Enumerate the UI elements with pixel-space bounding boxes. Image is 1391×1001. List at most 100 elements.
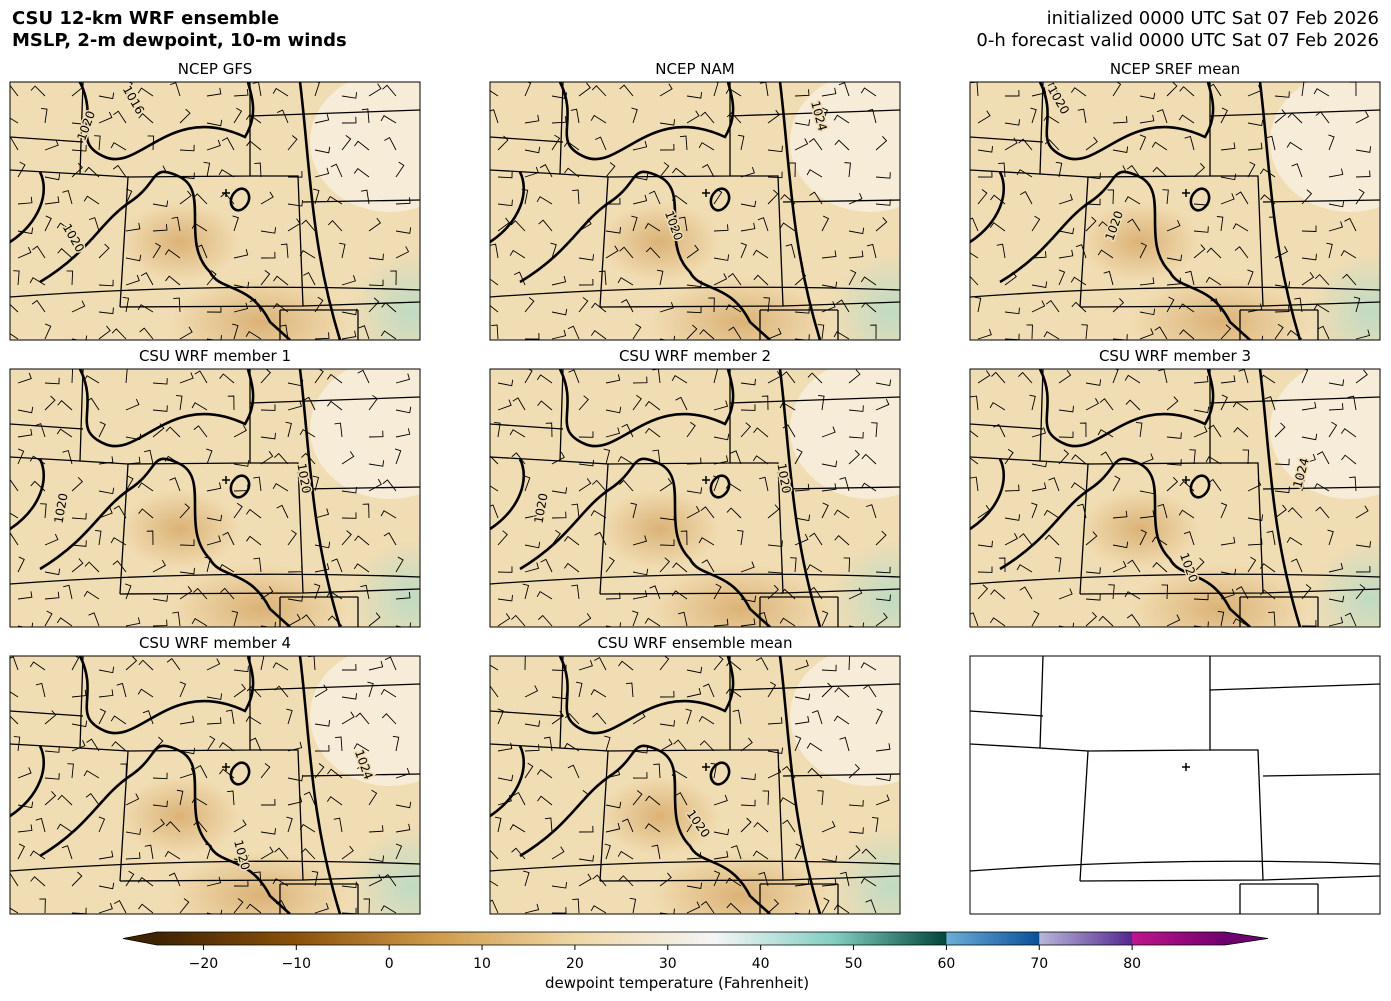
wind-barb — [686, 816, 696, 833]
wind-barb — [260, 270, 271, 286]
wind-barb — [875, 774, 892, 782]
wind-barb — [490, 304, 499, 313]
wind-barb — [848, 827, 864, 834]
wind-barb — [206, 693, 223, 700]
isobar — [1038, 369, 1215, 448]
wind-barb — [497, 135, 509, 151]
wind-barb — [246, 140, 262, 151]
wind-barb — [17, 428, 33, 438]
wind-barb — [125, 793, 140, 806]
wind-barb — [794, 693, 811, 701]
wind-barb — [368, 279, 384, 287]
shading — [310, 656, 420, 786]
wind-barb — [368, 217, 382, 232]
wind-barb — [358, 325, 370, 340]
panel-title: CSU WRF member 3 — [1099, 347, 1251, 365]
isobar — [229, 187, 251, 212]
shading — [830, 252, 900, 340]
wind-barb — [1178, 509, 1195, 519]
wind-barb — [260, 763, 271, 779]
wind-barb — [1220, 536, 1236, 546]
wind-barb — [564, 167, 580, 178]
wind-barb — [1097, 429, 1114, 438]
wind-barb — [1139, 453, 1154, 465]
wind-barb — [767, 766, 782, 779]
wind-barb — [233, 880, 249, 887]
wind-barb — [551, 134, 561, 151]
wind-barb — [44, 773, 60, 780]
wind-barb — [767, 540, 783, 547]
wind-barb — [1076, 503, 1087, 519]
state-border — [1262, 199, 1380, 203]
wind-barb — [354, 140, 370, 151]
wind-barb — [314, 113, 330, 124]
wind-barb — [1085, 531, 1098, 546]
wind-barb — [833, 715, 850, 725]
shading — [790, 656, 900, 786]
wind-barb — [341, 92, 358, 99]
wind-barb — [1274, 91, 1290, 98]
wind-barb — [249, 298, 262, 313]
isobar — [1189, 187, 1211, 212]
wind-barb — [996, 243, 1006, 259]
wind-barb — [287, 595, 304, 602]
wind-barb — [686, 505, 700, 519]
wind-barb — [1047, 82, 1060, 97]
wind-barb — [821, 301, 836, 313]
init-time: initialized 0000 UTC Sat 07 Feb 2026 — [1047, 8, 1379, 29]
wind-barb — [165, 821, 181, 833]
wind-barb — [193, 587, 208, 600]
wind-barb — [702, 683, 715, 698]
wind-barb — [860, 662, 877, 671]
wind-barb — [1026, 324, 1033, 340]
wind-barb — [1328, 616, 1344, 627]
wind-barb — [164, 850, 181, 860]
wind-barb — [753, 427, 769, 438]
wind-barb — [112, 164, 127, 178]
colorbar-tick-label: −10 — [282, 956, 312, 972]
state-border — [1039, 369, 1089, 595]
wind-barb — [524, 333, 540, 340]
wind-barb — [1075, 244, 1087, 259]
state-border — [1039, 656, 1089, 882]
wind-barb — [1031, 482, 1047, 492]
colorbar-segment — [1039, 932, 1133, 945]
wind-barb — [659, 162, 670, 178]
wind-barb — [551, 846, 565, 860]
wind-barb — [843, 557, 851, 573]
wind-barb — [111, 741, 127, 752]
wind-barb — [821, 820, 836, 833]
shading — [120, 776, 240, 856]
wind-barb — [490, 899, 499, 914]
wind-barb — [10, 303, 19, 313]
wind-barb — [368, 394, 378, 411]
wind-barb — [341, 693, 358, 700]
wind-barb — [524, 166, 539, 178]
map-content — [970, 656, 1380, 914]
wind-barb — [233, 898, 244, 914]
wind-barb — [621, 298, 634, 313]
wind-barb — [341, 512, 357, 519]
wind-barb — [1274, 458, 1290, 466]
wind-barb — [84, 561, 100, 573]
wind-barb — [737, 530, 744, 546]
wind-barb — [1328, 403, 1344, 411]
wind-barb — [870, 324, 877, 340]
wind-barb — [497, 217, 510, 232]
wind-barb — [1247, 479, 1262, 492]
wind-barb — [1286, 141, 1303, 151]
isobar — [78, 369, 255, 448]
state-border — [119, 175, 304, 308]
state-border — [1262, 486, 1380, 490]
wind-barb — [1081, 324, 1088, 340]
wind-barb — [767, 145, 783, 153]
wind-barb — [1290, 558, 1303, 573]
wind-barb — [301, 452, 316, 465]
wind-barb — [571, 584, 580, 600]
wind-barb — [395, 373, 411, 384]
wind-barb — [564, 535, 580, 546]
wind-barb — [1232, 618, 1249, 627]
map-panel: 1020 CSU WRF ensemble mean — [489, 634, 901, 915]
state-border — [302, 588, 420, 594]
wind-barb — [671, 375, 688, 384]
